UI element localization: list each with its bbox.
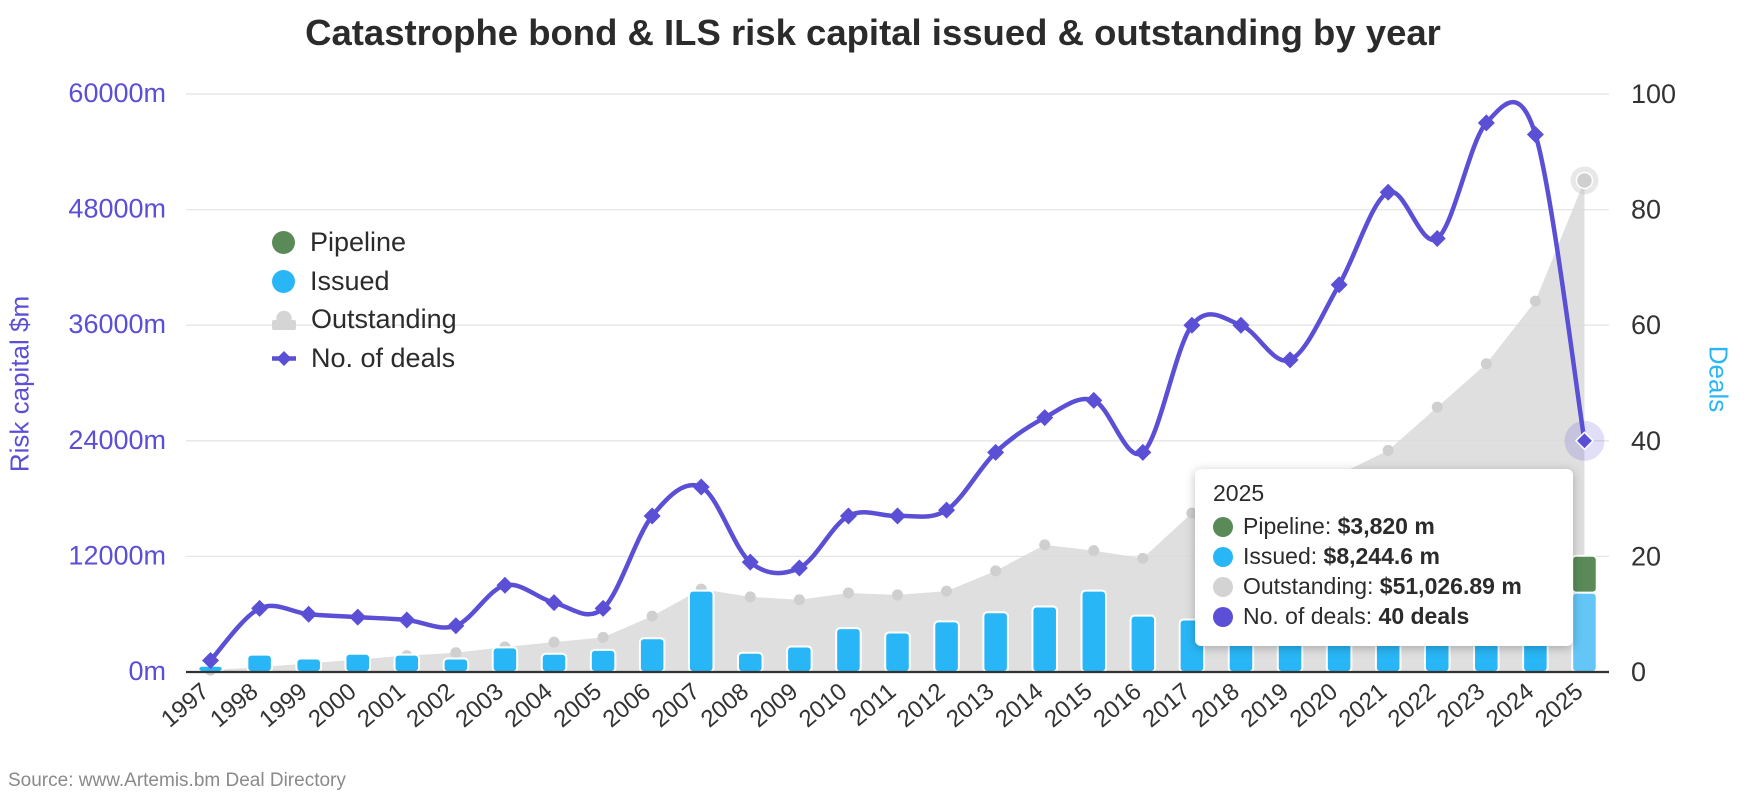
svg-text:20: 20 (1631, 541, 1661, 571)
svg-text:40: 40 (1631, 426, 1661, 456)
svg-text:0m: 0m (128, 656, 166, 686)
svg-text:2002: 2002 (401, 678, 459, 733)
svg-text:60000m: 60000m (68, 78, 166, 108)
svg-text:2013: 2013 (941, 678, 999, 733)
svg-text:2006: 2006 (598, 678, 656, 733)
svg-text:2020: 2020 (1285, 678, 1343, 733)
svg-text:2023: 2023 (1432, 678, 1490, 733)
svg-text:2014: 2014 (990, 678, 1048, 733)
svg-text:2007: 2007 (647, 678, 705, 733)
svg-text:2009: 2009 (745, 678, 803, 733)
svg-text:2004: 2004 (500, 678, 558, 733)
svg-text:2017: 2017 (1138, 678, 1196, 733)
svg-text:2001: 2001 (352, 678, 410, 733)
svg-text:1997: 1997 (156, 678, 214, 733)
svg-text:2000: 2000 (303, 678, 361, 733)
svg-text:2025: 2025 (1530, 678, 1588, 733)
svg-text:2018: 2018 (1187, 678, 1245, 733)
svg-text:80: 80 (1631, 195, 1661, 225)
svg-text:60: 60 (1631, 310, 1661, 340)
svg-text:12000m: 12000m (68, 540, 166, 570)
svg-text:2022: 2022 (1383, 678, 1441, 733)
svg-text:2005: 2005 (549, 678, 607, 733)
svg-text:2015: 2015 (1039, 678, 1097, 733)
svg-text:2010: 2010 (794, 678, 852, 733)
svg-text:2021: 2021 (1334, 678, 1392, 733)
svg-text:100: 100 (1631, 79, 1676, 109)
svg-text:2024: 2024 (1481, 678, 1539, 733)
svg-text:2012: 2012 (892, 678, 950, 733)
svg-text:2011: 2011 (844, 678, 901, 732)
svg-text:2019: 2019 (1236, 678, 1294, 733)
svg-text:0: 0 (1631, 657, 1646, 687)
svg-text:1999: 1999 (254, 678, 312, 733)
svg-text:2016: 2016 (1088, 678, 1146, 733)
svg-text:2008: 2008 (696, 678, 754, 733)
svg-text:2003: 2003 (451, 678, 509, 733)
svg-text:24000m: 24000m (68, 425, 166, 455)
svg-text:36000m: 36000m (68, 309, 166, 339)
svg-text:1998: 1998 (205, 678, 263, 733)
svg-text:48000m: 48000m (68, 194, 166, 224)
